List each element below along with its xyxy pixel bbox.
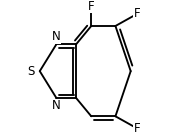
Text: F: F	[88, 0, 94, 13]
Text: N: N	[52, 99, 61, 112]
Text: N: N	[52, 30, 61, 43]
Text: F: F	[134, 7, 140, 20]
Text: F: F	[134, 122, 140, 135]
Text: S: S	[27, 65, 35, 78]
